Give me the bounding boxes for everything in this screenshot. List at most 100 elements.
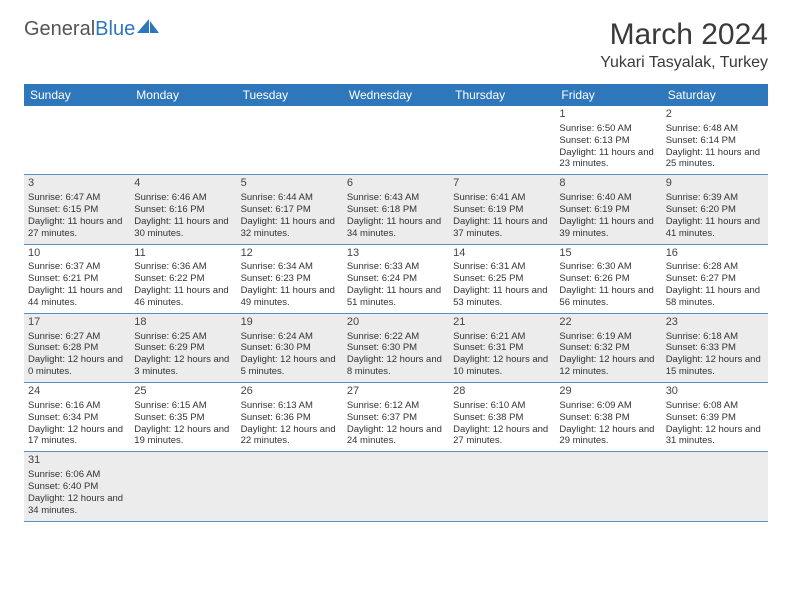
sunrise-line: Sunrise: 6:39 AM	[666, 192, 764, 204]
sunset-line: Sunset: 6:14 PM	[666, 135, 764, 147]
sunset-line: Sunset: 6:23 PM	[241, 273, 339, 285]
daylight-line: Daylight: 12 hours and 29 minutes.	[559, 424, 657, 448]
sunset-line: Sunset: 6:21 PM	[28, 273, 126, 285]
calendar-empty-cell	[24, 106, 130, 175]
sunrise-line: Sunrise: 6:48 AM	[666, 123, 764, 135]
calendar-week-row: 24Sunrise: 6:16 AMSunset: 6:34 PMDayligh…	[24, 383, 768, 452]
weekday-header: Thursday	[449, 84, 555, 106]
sunrise-line: Sunrise: 6:27 AM	[28, 331, 126, 343]
calendar-day-cell: 7Sunrise: 6:41 AMSunset: 6:19 PMDaylight…	[449, 175, 555, 244]
calendar-week-row: 10Sunrise: 6:37 AMSunset: 6:21 PMDayligh…	[24, 244, 768, 313]
day-number: 20	[347, 316, 445, 330]
day-number: 18	[134, 316, 232, 330]
sunrise-line: Sunrise: 6:24 AM	[241, 331, 339, 343]
sunrise-line: Sunrise: 6:41 AM	[453, 192, 551, 204]
calendar-day-cell: 9Sunrise: 6:39 AMSunset: 6:20 PMDaylight…	[662, 175, 768, 244]
calendar-day-cell: 25Sunrise: 6:15 AMSunset: 6:35 PMDayligh…	[130, 383, 236, 452]
sunrise-line: Sunrise: 6:46 AM	[134, 192, 232, 204]
sunrise-line: Sunrise: 6:43 AM	[347, 192, 445, 204]
sunset-line: Sunset: 6:30 PM	[241, 342, 339, 354]
day-number: 31	[28, 454, 126, 468]
calendar-empty-cell	[237, 106, 343, 175]
daylight-line: Daylight: 11 hours and 51 minutes.	[347, 285, 445, 309]
title-block: March 2024 Yukari Tasyalak, Turkey	[600, 18, 768, 72]
daylight-line: Daylight: 11 hours and 58 minutes.	[666, 285, 764, 309]
sunrise-line: Sunrise: 6:31 AM	[453, 261, 551, 273]
weekday-header: Wednesday	[343, 84, 449, 106]
calendar-empty-cell	[130, 452, 236, 521]
daylight-line: Daylight: 12 hours and 3 minutes.	[134, 354, 232, 378]
sunset-line: Sunset: 6:37 PM	[347, 412, 445, 424]
sunrise-line: Sunrise: 6:13 AM	[241, 400, 339, 412]
sunset-line: Sunset: 6:16 PM	[134, 204, 232, 216]
daylight-line: Daylight: 11 hours and 46 minutes.	[134, 285, 232, 309]
daylight-line: Daylight: 12 hours and 15 minutes.	[666, 354, 764, 378]
sunrise-line: Sunrise: 6:28 AM	[666, 261, 764, 273]
sunset-line: Sunset: 6:20 PM	[666, 204, 764, 216]
calendar-day-cell: 12Sunrise: 6:34 AMSunset: 6:23 PMDayligh…	[237, 244, 343, 313]
calendar-page: GeneralBlue March 2024 Yukari Tasyalak, …	[0, 0, 792, 540]
calendar-day-cell: 11Sunrise: 6:36 AMSunset: 6:22 PMDayligh…	[130, 244, 236, 313]
logo-sail-icon	[137, 19, 159, 33]
calendar-empty-cell	[237, 452, 343, 521]
day-number: 27	[347, 385, 445, 399]
calendar-day-cell: 20Sunrise: 6:22 AMSunset: 6:30 PMDayligh…	[343, 313, 449, 382]
daylight-line: Daylight: 12 hours and 17 minutes.	[28, 424, 126, 448]
calendar-day-cell: 19Sunrise: 6:24 AMSunset: 6:30 PMDayligh…	[237, 313, 343, 382]
daylight-line: Daylight: 12 hours and 5 minutes.	[241, 354, 339, 378]
day-number: 17	[28, 316, 126, 330]
calendar-day-cell: 15Sunrise: 6:30 AMSunset: 6:26 PMDayligh…	[555, 244, 661, 313]
sunrise-line: Sunrise: 6:50 AM	[559, 123, 657, 135]
calendar-day-cell: 18Sunrise: 6:25 AMSunset: 6:29 PMDayligh…	[130, 313, 236, 382]
sunrise-line: Sunrise: 6:08 AM	[666, 400, 764, 412]
day-number: 19	[241, 316, 339, 330]
day-number: 4	[134, 177, 232, 191]
sunset-line: Sunset: 6:25 PM	[453, 273, 551, 285]
day-number: 13	[347, 247, 445, 261]
day-number: 28	[453, 385, 551, 399]
sunset-line: Sunset: 6:38 PM	[453, 412, 551, 424]
weekday-header: Sunday	[24, 84, 130, 106]
sunset-line: Sunset: 6:32 PM	[559, 342, 657, 354]
day-number: 12	[241, 247, 339, 261]
sunset-line: Sunset: 6:40 PM	[28, 481, 126, 493]
daylight-line: Daylight: 11 hours and 23 minutes.	[559, 147, 657, 171]
sunrise-line: Sunrise: 6:10 AM	[453, 400, 551, 412]
daylight-line: Daylight: 11 hours and 25 minutes.	[666, 147, 764, 171]
sunset-line: Sunset: 6:29 PM	[134, 342, 232, 354]
calendar-day-cell: 23Sunrise: 6:18 AMSunset: 6:33 PMDayligh…	[662, 313, 768, 382]
calendar-day-cell: 21Sunrise: 6:21 AMSunset: 6:31 PMDayligh…	[449, 313, 555, 382]
sunrise-line: Sunrise: 6:25 AM	[134, 331, 232, 343]
calendar-empty-cell	[555, 452, 661, 521]
day-number: 2	[666, 108, 764, 122]
sunrise-line: Sunrise: 6:06 AM	[28, 469, 126, 481]
calendar-week-row: 1Sunrise: 6:50 AMSunset: 6:13 PMDaylight…	[24, 106, 768, 175]
sunset-line: Sunset: 6:26 PM	[559, 273, 657, 285]
calendar-week-row: 31Sunrise: 6:06 AMSunset: 6:40 PMDayligh…	[24, 452, 768, 521]
daylight-line: Daylight: 12 hours and 0 minutes.	[28, 354, 126, 378]
calendar-empty-cell	[449, 106, 555, 175]
sunset-line: Sunset: 6:18 PM	[347, 204, 445, 216]
sunset-line: Sunset: 6:33 PM	[666, 342, 764, 354]
sunset-line: Sunset: 6:17 PM	[241, 204, 339, 216]
header: GeneralBlue March 2024 Yukari Tasyalak, …	[24, 18, 768, 72]
sunrise-line: Sunrise: 6:16 AM	[28, 400, 126, 412]
day-number: 8	[559, 177, 657, 191]
calendar-day-cell: 29Sunrise: 6:09 AMSunset: 6:38 PMDayligh…	[555, 383, 661, 452]
daylight-line: Daylight: 11 hours and 32 minutes.	[241, 216, 339, 240]
sunrise-line: Sunrise: 6:36 AM	[134, 261, 232, 273]
daylight-line: Daylight: 11 hours and 56 minutes.	[559, 285, 657, 309]
day-number: 6	[347, 177, 445, 191]
title-location: Yukari Tasyalak, Turkey	[600, 54, 768, 72]
calendar-day-cell: 3Sunrise: 6:47 AMSunset: 6:15 PMDaylight…	[24, 175, 130, 244]
day-number: 10	[28, 247, 126, 261]
day-number: 3	[28, 177, 126, 191]
daylight-line: Daylight: 11 hours and 53 minutes.	[453, 285, 551, 309]
day-number: 21	[453, 316, 551, 330]
day-number: 29	[559, 385, 657, 399]
calendar-day-cell: 13Sunrise: 6:33 AMSunset: 6:24 PMDayligh…	[343, 244, 449, 313]
daylight-line: Daylight: 11 hours and 34 minutes.	[347, 216, 445, 240]
calendar-empty-cell	[130, 106, 236, 175]
day-number: 24	[28, 385, 126, 399]
calendar-week-row: 17Sunrise: 6:27 AMSunset: 6:28 PMDayligh…	[24, 313, 768, 382]
